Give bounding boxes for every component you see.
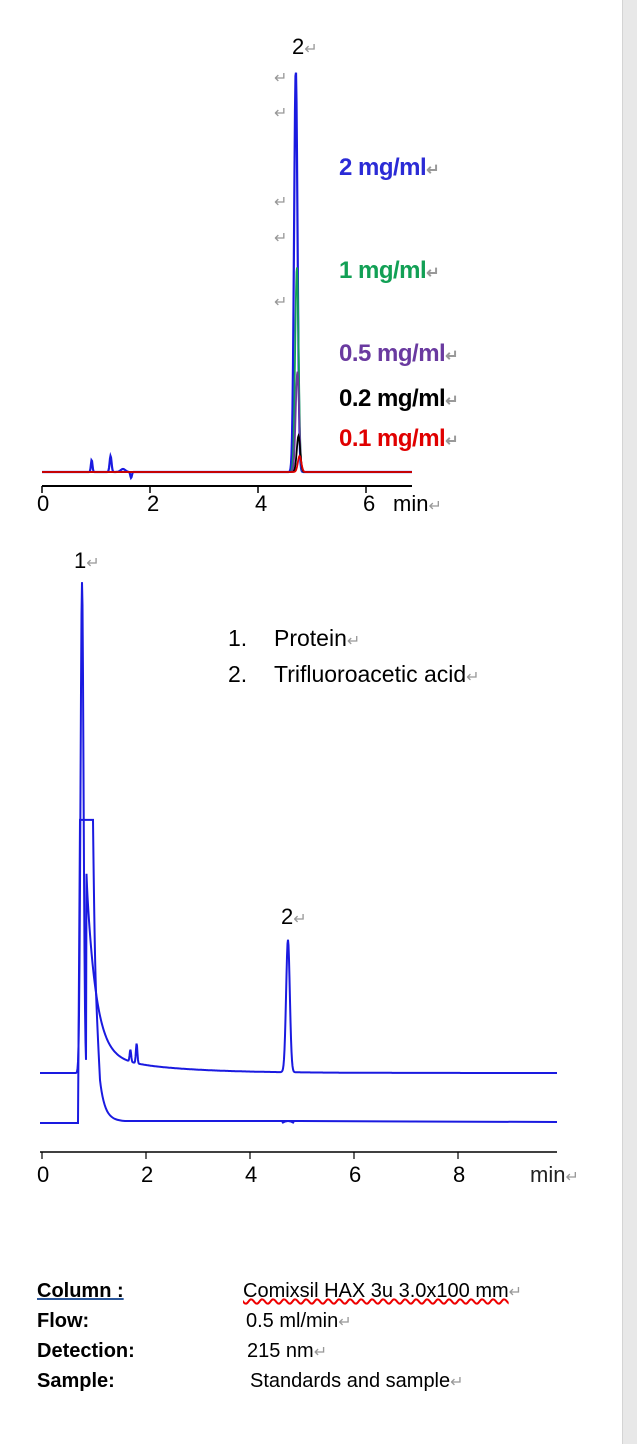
trace-sample — [40, 582, 557, 1074]
info-row-flow: Flow: 0.5 ml/min↵ — [37, 1307, 522, 1337]
info-key: Detection: — [37, 1340, 135, 1362]
bottom-tick-8: 8 — [453, 1162, 466, 1187]
legend-01mgml: 0.1 mg/ml↵ — [339, 425, 459, 452]
paragraph-mark: ↵ — [274, 230, 288, 247]
bottom-tick-2: 2 — [141, 1162, 154, 1187]
trace-standard-bump — [281, 1120, 295, 1124]
info-value: Comixsil HAX 3u 3.0x100 mm — [243, 1280, 509, 1302]
legend-item-protein: 1. Protein↵ — [228, 625, 361, 651]
paragraph-mark: ↵ — [274, 294, 288, 311]
legend-05mgml: 0.5 mg/ml↵ — [339, 340, 459, 367]
legend-item-tfa: 2. Trifluoroacetic acid↵ — [228, 661, 480, 687]
top-tick-2: 2 — [147, 491, 160, 516]
bottom-x-unit: min↵ — [530, 1162, 579, 1187]
info-key: Column : — [37, 1280, 124, 1302]
paragraph-mark: ↵ — [274, 194, 288, 211]
method-conditions: Column : Comixsil HAX 3u 3.0x100 mm↵ Flow… — [37, 1277, 522, 1397]
top-peak-label: 2↵ — [292, 34, 318, 59]
bottom-tick-4: 4 — [245, 1162, 258, 1187]
bottom-tick-6: 6 — [349, 1162, 362, 1187]
info-row-column: Column : Comixsil HAX 3u 3.0x100 mm↵ — [37, 1277, 522, 1307]
info-value: 0.5 ml/min — [246, 1310, 339, 1332]
top-x-unit: min↵ — [393, 491, 442, 516]
peak-label-1: 1↵ — [74, 548, 100, 573]
info-key: Flow: — [37, 1310, 90, 1332]
top-tick-4: 4 — [255, 491, 268, 516]
trace-standard — [40, 818, 558, 1124]
paragraph-mark: ↵ — [274, 105, 288, 122]
document-scrollbar-gutter[interactable] — [622, 0, 637, 1444]
chromatogram-canvas — [40, 72, 558, 1159]
peak-legend: 1. Protein↵ 2. Trifluoroacetic acid↵ — [228, 622, 480, 694]
info-key: Sample: — [37, 1370, 115, 1392]
top-tick-0: 0 — [37, 491, 50, 516]
info-value: Standards and sample — [250, 1370, 451, 1392]
legend-02mgml: 0.2 mg/ml↵ — [339, 385, 459, 412]
info-value: 215 nm — [247, 1340, 314, 1362]
top-tick-6: 6 — [363, 491, 376, 516]
trace-0-1-mg-ml — [42, 454, 412, 473]
legend-1mgml: 1 mg/ml↵ — [339, 257, 440, 284]
bottom-tick-0: 0 — [37, 1162, 50, 1187]
info-row-sample: Sample: Standards and sample↵ — [37, 1367, 522, 1397]
peak-label-2: 2↵ — [281, 904, 307, 929]
info-row-detection: Detection: 215 nm↵ — [37, 1337, 522, 1367]
paragraph-mark: ↵ — [274, 70, 288, 87]
legend-2mgml: 2 mg/ml↵ — [339, 154, 440, 181]
